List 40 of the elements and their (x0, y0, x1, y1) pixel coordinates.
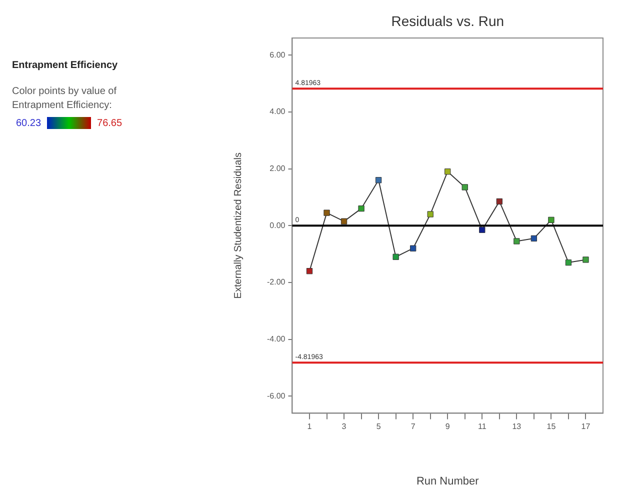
x-tick-label: 9 (445, 422, 450, 432)
y-tick-label: 6.00 (270, 50, 286, 60)
point (410, 245, 416, 252)
text: 60.23 (16, 118, 42, 128)
point (324, 210, 330, 216)
point (548, 216, 554, 223)
x-tick-label: 1 (307, 422, 312, 432)
text: Color points by value of Entrapment Efficiency: (12, 85, 118, 113)
point (340, 218, 348, 224)
point (306, 268, 313, 274)
x-tick-label: 17 (581, 422, 591, 432)
y-tick-label: 4.00 (270, 107, 286, 116)
y-tick-label: -4.00 (267, 334, 286, 344)
x-tick-label: 3 (342, 422, 347, 432)
y-tick-label: -2.00 (267, 278, 286, 287)
x-tick-label: 5 (376, 422, 382, 432)
point (375, 177, 382, 184)
point (479, 226, 486, 233)
point (530, 235, 538, 242)
point (444, 168, 451, 175)
point (392, 254, 399, 260)
y-tick-label: 0.00 (270, 220, 286, 230)
x-tick-label: 13 (512, 422, 522, 432)
text: Entrapment Efficiency (12, 60, 119, 71)
point (565, 259, 572, 266)
y-tick-label: 2.00 (270, 164, 286, 173)
y-axis-title: Externally Studentized Residuals (232, 152, 244, 299)
point (358, 205, 364, 212)
y-tick-label: -6.00 (267, 391, 286, 400)
point (462, 184, 468, 190)
chart-title: Residuals vs. Run (391, 12, 504, 29)
text: 76.65 (97, 118, 122, 128)
point (496, 198, 502, 205)
point (427, 211, 434, 218)
point (514, 238, 520, 244)
x-tick-label: 7 (410, 422, 416, 432)
point (582, 256, 589, 263)
x-axis-title: Run Number (416, 475, 480, 488)
x-tick-label: 15 (546, 422, 556, 432)
x-tick-label: 11 (478, 422, 487, 432)
